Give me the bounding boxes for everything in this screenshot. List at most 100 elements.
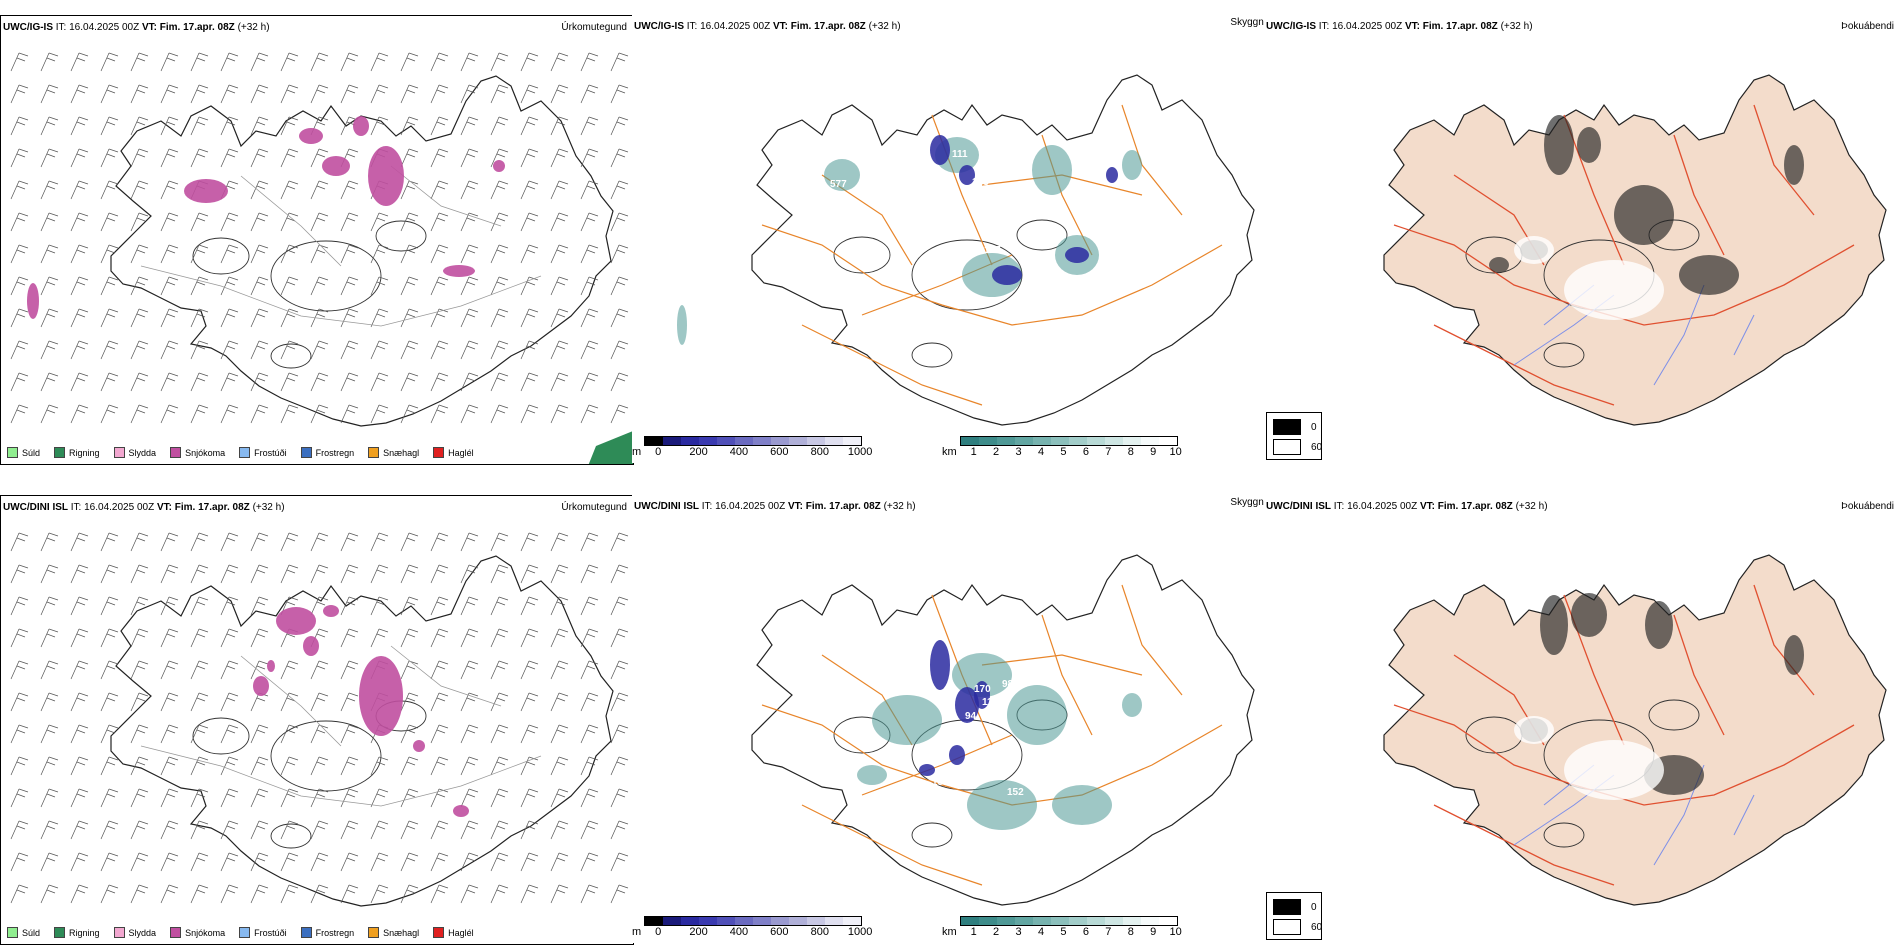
wind-barb [460,308,479,328]
wind-barb [580,532,599,552]
wind-barb [340,788,359,808]
wind-barb [250,884,269,904]
wind-barb [430,628,449,648]
wind-barb [580,212,599,232]
legend-label: Snæhagl [383,927,420,938]
wind-barb [610,84,629,104]
wind-barb [130,660,149,680]
wind-barb [430,244,449,264]
wind-barb [430,116,449,136]
legend-swatch [433,447,445,458]
wind-barb [220,532,239,552]
wind-barb [40,532,59,552]
wind-barb [10,756,29,776]
wind-barb [310,532,329,552]
wind-barb [460,724,479,744]
wind-barb [550,276,569,296]
legend-item: Rigning [54,927,100,938]
iceland-fog-map [1383,74,1887,426]
wind-barb [310,564,329,584]
colorbar-cell [789,917,808,925]
colorbar-tick: 200 [689,926,708,938]
wind-barb [160,308,179,328]
wind-barb [580,820,599,840]
wind-barb [550,660,569,680]
wind-barb [280,244,299,264]
fog-legend-swatch [1273,919,1301,935]
wind-barb [520,532,539,552]
legend-item: Súld [7,927,40,938]
wind-barb [340,52,359,72]
wind-barb [610,564,629,584]
wind-barb [160,692,179,712]
wind-barb [160,756,179,776]
wind-barb [100,340,119,360]
wind-barb [610,116,629,136]
wind-barb [550,404,569,424]
wind-barb [220,852,239,872]
river-network [1513,284,1755,386]
wind-barb [460,244,479,264]
fog-area [1645,601,1673,649]
visibility-colorbar: km 1 2 3 4 5 6 7 8 9 10 [942,436,1182,462]
wind-barb [460,340,479,360]
wind-barb [520,596,539,616]
wind-barb [70,564,89,584]
fog-panel-bottom: UWC/DINI ISL IT: 16.04.2025 00Z VT: Fim.… [1264,495,1900,943]
wind-barb [70,52,89,72]
wind-barb [400,404,419,424]
wind-barb [130,852,149,872]
colorbar-tick: 9 [1150,926,1157,938]
legend-label: Slydda [128,927,157,938]
snow-area [353,116,369,136]
colorbar-cell [1032,437,1051,445]
wind-barb [250,372,269,392]
ceiling-value-label: 139 [1127,262,1144,273]
wind-barb [40,244,59,264]
colorbar-cell [1068,437,1087,445]
snow-area [359,656,403,736]
wind-barb [280,692,299,712]
wind-barb [400,692,419,712]
wind-barb [130,692,149,712]
wind-barb [580,564,599,584]
wind-barb [10,532,29,552]
colorbar-tick: 600 [770,926,789,938]
fog-legend-label: 0 [1311,421,1317,433]
colorbar-cell [771,437,790,445]
wind-barb [460,276,479,296]
legend-swatch [54,447,66,458]
wind-barb [460,52,479,72]
wind-barb [70,340,89,360]
colorbar-cell [1158,437,1177,445]
glacier-outline [1648,699,1700,731]
iceland-precip-map [10,52,633,464]
colorbar-cell [1122,437,1141,445]
wind-barb [10,212,29,232]
wind-barb [160,372,179,392]
wind-barb [250,404,269,424]
legend-label: Frostregn [315,927,355,938]
wind-barb [490,180,509,200]
low-ceiling-area [930,135,950,165]
wind-barb [430,660,449,680]
snow-area [299,128,323,144]
wind-barb [280,724,299,744]
wind-barb [580,372,599,392]
fog-area [1544,115,1574,175]
wind-barb [430,212,449,232]
wind-barb [520,628,539,648]
wind-barb [10,852,29,872]
wind-barb [580,628,599,648]
wind-barb [400,724,419,744]
wind-barb [130,308,149,328]
wind-barb [190,596,209,616]
wind-barb [550,596,569,616]
wind-barb [430,276,449,296]
iceland-landmass [10,52,633,464]
wind-barb [400,628,419,648]
colorbar-cell [843,437,862,445]
wind-barb [190,628,209,648]
wind-barb [280,660,299,680]
wind-barb [190,820,209,840]
